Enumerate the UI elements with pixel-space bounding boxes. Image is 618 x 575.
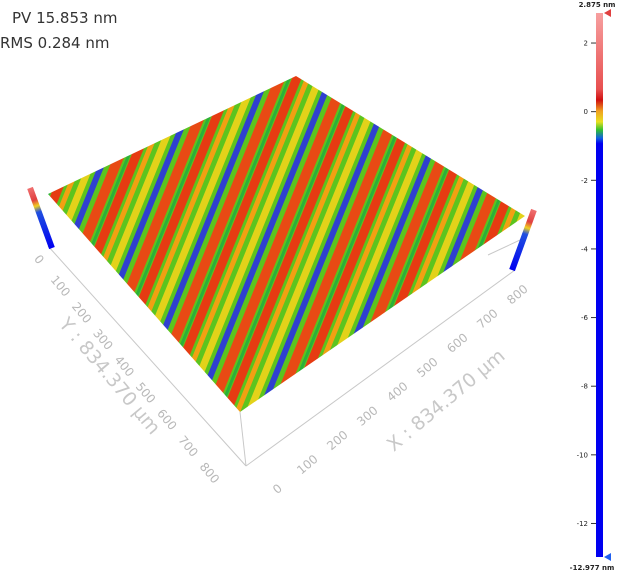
colorbar-min: -12.977 nm xyxy=(570,564,615,572)
edge-post xyxy=(509,208,537,272)
colorbar-tick-label: -8 xyxy=(581,383,588,391)
colorbar-max: 2.875 nm xyxy=(579,1,616,9)
x-tick-label: 600 xyxy=(444,330,471,355)
colorbar-tick-label: -2 xyxy=(581,177,588,185)
colorbar-tick-label: -12 xyxy=(577,520,588,528)
x-tick-label: 400 xyxy=(384,379,411,404)
y-tick-label: 100 xyxy=(48,273,73,300)
colorbar-tick-label: 2 xyxy=(584,40,588,48)
colorbar xyxy=(596,13,603,557)
edge-post xyxy=(27,186,55,250)
pv: PV 15.853 nm xyxy=(12,9,117,27)
colorbar-tick-label: -6 xyxy=(581,314,589,322)
y-tick-label: 700 xyxy=(175,433,200,460)
x-axis-title: X : 834.370 µm xyxy=(383,345,510,456)
y-tick-label: 800 xyxy=(197,460,222,487)
x-tick-label: 200 xyxy=(324,428,351,453)
rms: RMS 0.284 nm xyxy=(0,34,109,52)
y-tick-label: 0 xyxy=(31,252,47,267)
x-tick-label: 800 xyxy=(504,282,531,307)
x-tick-label: 100 xyxy=(294,452,321,477)
surface-3d xyxy=(48,76,525,412)
y-axis-title: Y : 834.370 µm xyxy=(54,313,165,439)
x-tick-label: 300 xyxy=(354,403,381,428)
colorbar-tick-label: 0 xyxy=(584,108,588,116)
x-tick-label: 0 xyxy=(270,481,285,497)
colorbar-tick-label: -4 xyxy=(581,245,589,253)
colorbar-tick-label: -10 xyxy=(577,451,588,459)
x-tick-label: 500 xyxy=(414,355,441,380)
x-tick-label: 700 xyxy=(474,306,501,331)
min-marker xyxy=(604,553,611,561)
max-marker xyxy=(604,9,611,17)
axes-frame xyxy=(47,239,521,467)
